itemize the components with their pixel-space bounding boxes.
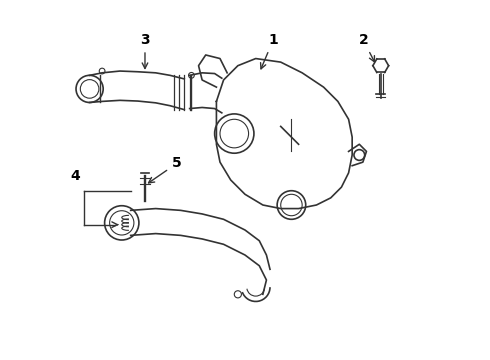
Text: 5: 5 xyxy=(148,157,181,183)
Text: 3: 3 xyxy=(140,33,150,68)
Text: 1: 1 xyxy=(261,33,278,69)
Text: 2: 2 xyxy=(359,33,374,62)
Text: 4: 4 xyxy=(71,169,80,183)
